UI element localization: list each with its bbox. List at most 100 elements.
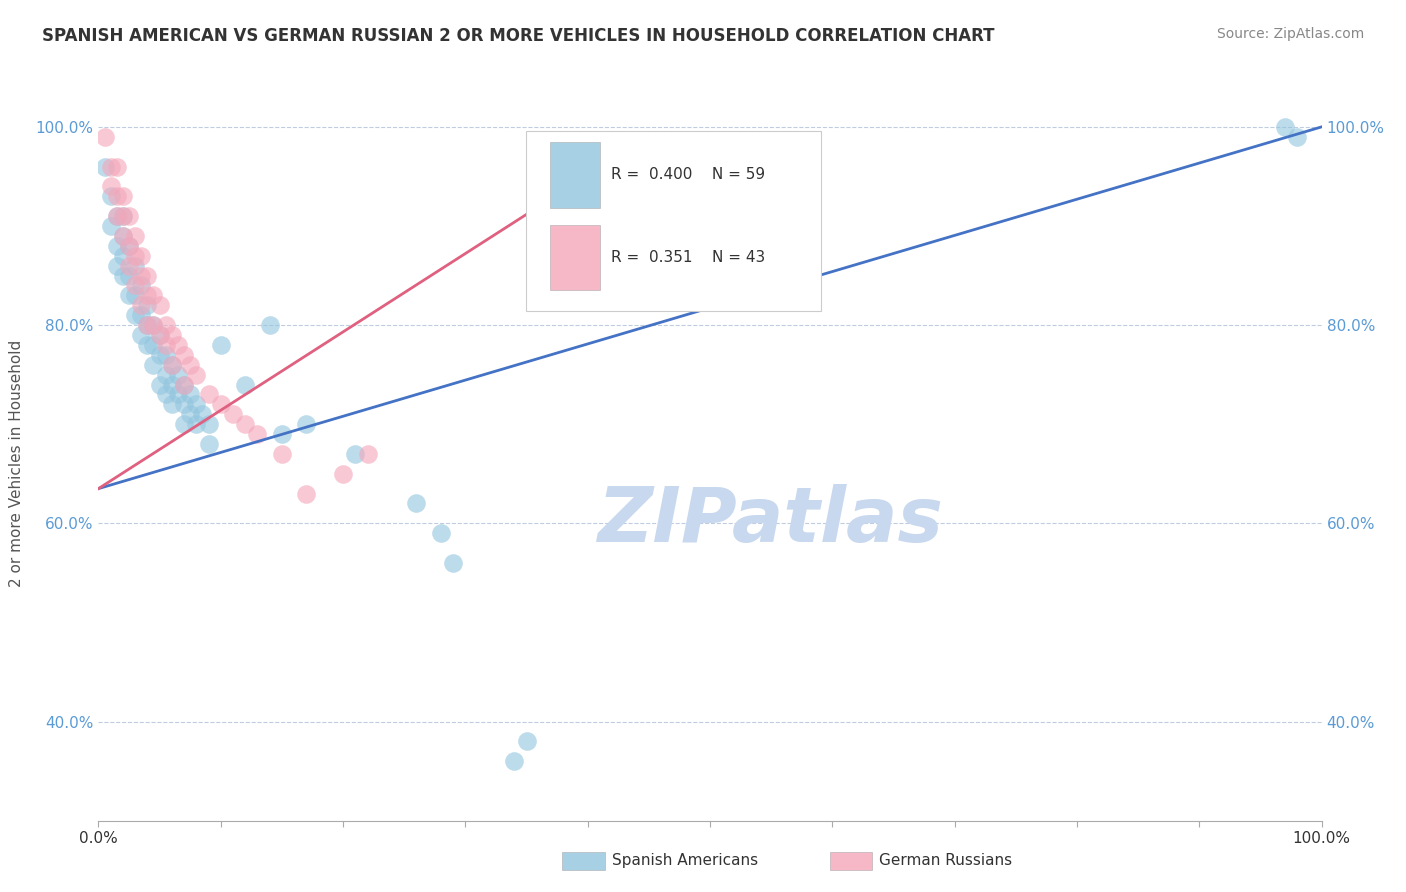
Point bbox=[259, 318, 281, 332]
Point bbox=[155, 348, 177, 362]
Point bbox=[129, 278, 152, 293]
Point bbox=[142, 318, 165, 332]
Point bbox=[93, 129, 115, 144]
Point bbox=[405, 496, 427, 510]
Point bbox=[118, 268, 141, 283]
Point bbox=[441, 556, 464, 570]
Point bbox=[295, 417, 318, 432]
Point bbox=[173, 417, 195, 432]
Point bbox=[111, 209, 134, 223]
Text: German Russians: German Russians bbox=[879, 854, 1012, 868]
Point bbox=[149, 348, 172, 362]
Point bbox=[332, 467, 354, 481]
Point bbox=[124, 308, 146, 322]
Point bbox=[111, 268, 134, 283]
Point bbox=[430, 526, 453, 541]
Point bbox=[160, 358, 183, 372]
Point bbox=[197, 387, 219, 401]
Point bbox=[155, 368, 177, 382]
Point bbox=[149, 328, 172, 343]
Point bbox=[160, 358, 183, 372]
Point bbox=[1286, 129, 1309, 144]
Point bbox=[105, 209, 128, 223]
Point bbox=[142, 358, 165, 372]
Point bbox=[160, 397, 183, 411]
Point bbox=[209, 397, 232, 411]
Point bbox=[118, 239, 141, 253]
Point bbox=[233, 417, 256, 432]
Point bbox=[155, 338, 177, 352]
Point bbox=[503, 754, 526, 768]
Point bbox=[118, 259, 141, 273]
Text: Spanish Americans: Spanish Americans bbox=[612, 854, 758, 868]
Point bbox=[173, 397, 195, 411]
Y-axis label: 2 or more Vehicles in Household: 2 or more Vehicles in Household bbox=[10, 340, 24, 588]
Point bbox=[105, 160, 128, 174]
Point bbox=[124, 259, 146, 273]
Point bbox=[142, 288, 165, 302]
Point bbox=[149, 298, 172, 312]
Text: SPANISH AMERICAN VS GERMAN RUSSIAN 2 OR MORE VEHICLES IN HOUSEHOLD CORRELATION C: SPANISH AMERICAN VS GERMAN RUSSIAN 2 OR … bbox=[42, 27, 994, 45]
Point bbox=[246, 427, 269, 442]
Point bbox=[118, 209, 141, 223]
Point bbox=[295, 486, 318, 500]
Point bbox=[167, 338, 190, 352]
Point bbox=[197, 417, 219, 432]
Point bbox=[179, 387, 201, 401]
Point bbox=[136, 338, 159, 352]
Point bbox=[270, 447, 294, 461]
Point bbox=[179, 407, 201, 421]
Point bbox=[111, 189, 134, 203]
Point bbox=[191, 407, 214, 421]
Point bbox=[129, 268, 152, 283]
Point bbox=[100, 189, 122, 203]
Text: R =  0.400    N = 59: R = 0.400 N = 59 bbox=[612, 168, 765, 183]
Point bbox=[197, 437, 219, 451]
Point bbox=[136, 288, 159, 302]
Point bbox=[105, 209, 128, 223]
Point bbox=[136, 268, 159, 283]
Point bbox=[173, 377, 195, 392]
Point bbox=[124, 228, 146, 243]
Text: Source: ZipAtlas.com: Source: ZipAtlas.com bbox=[1216, 27, 1364, 41]
Point bbox=[111, 249, 134, 263]
Point bbox=[105, 259, 128, 273]
Text: R =  0.351    N = 43: R = 0.351 N = 43 bbox=[612, 250, 766, 265]
Point bbox=[124, 249, 146, 263]
Point bbox=[129, 249, 152, 263]
Point bbox=[173, 348, 195, 362]
Point bbox=[129, 298, 152, 312]
Point bbox=[160, 377, 183, 392]
Point bbox=[100, 179, 122, 194]
Point bbox=[179, 358, 201, 372]
Point bbox=[344, 447, 367, 461]
Point bbox=[100, 160, 122, 174]
Point bbox=[149, 377, 172, 392]
Point bbox=[111, 228, 134, 243]
Point bbox=[111, 209, 134, 223]
Point bbox=[124, 278, 146, 293]
Point bbox=[124, 288, 146, 302]
Point bbox=[136, 318, 159, 332]
Point bbox=[1274, 120, 1296, 134]
Point bbox=[167, 368, 190, 382]
Point bbox=[209, 338, 232, 352]
Point bbox=[105, 239, 128, 253]
Point bbox=[186, 368, 208, 382]
Point bbox=[118, 239, 141, 253]
Point bbox=[105, 189, 128, 203]
Point bbox=[186, 417, 208, 432]
Text: ZIPatlas: ZIPatlas bbox=[598, 484, 945, 558]
Point bbox=[270, 427, 294, 442]
Point bbox=[136, 298, 159, 312]
Point bbox=[356, 447, 378, 461]
Point bbox=[149, 328, 172, 343]
Point bbox=[100, 219, 122, 233]
Point bbox=[111, 228, 134, 243]
Point bbox=[129, 308, 152, 322]
Point bbox=[167, 387, 190, 401]
Point bbox=[160, 328, 183, 343]
Point bbox=[118, 288, 141, 302]
Point bbox=[155, 387, 177, 401]
Point bbox=[142, 338, 165, 352]
